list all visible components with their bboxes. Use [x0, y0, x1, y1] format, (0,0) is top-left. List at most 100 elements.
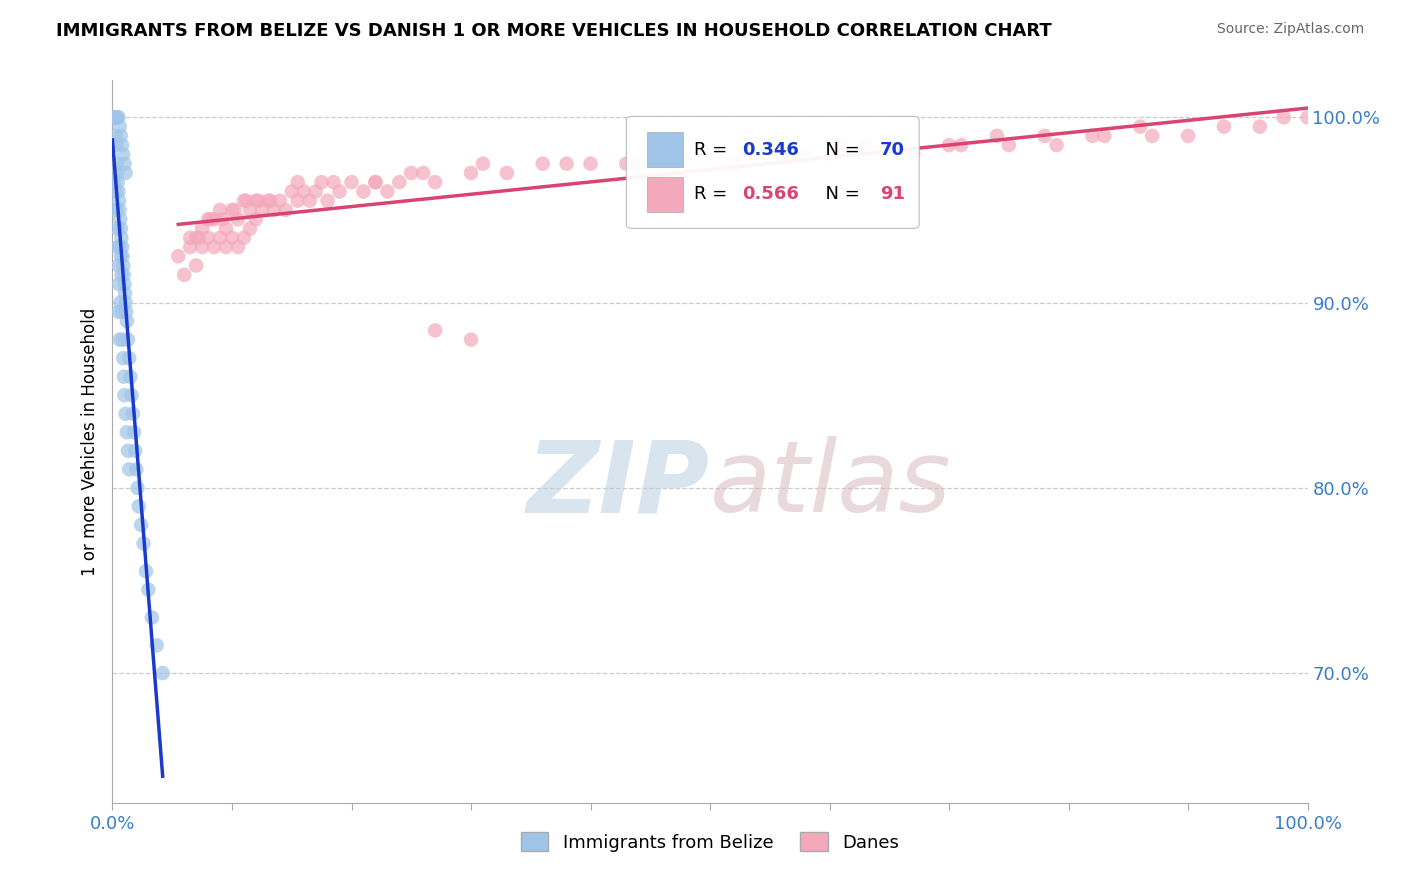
Point	[412, 166, 434, 180]
Point	[110, 295, 132, 310]
Point	[105, 166, 128, 180]
Point	[460, 333, 482, 347]
Point	[128, 500, 150, 514]
Point	[200, 212, 222, 227]
Point	[259, 194, 281, 208]
Point	[1094, 128, 1116, 143]
Point	[879, 138, 901, 153]
Point	[115, 425, 138, 440]
Point	[173, 268, 195, 282]
Point	[818, 147, 841, 161]
Point	[132, 536, 155, 550]
Point	[235, 194, 257, 208]
Point	[179, 231, 201, 245]
Point	[1177, 128, 1199, 143]
Point	[110, 231, 132, 245]
Point	[239, 202, 262, 217]
Point	[245, 212, 267, 227]
Point	[145, 638, 167, 652]
Point	[472, 156, 495, 170]
Point	[770, 147, 793, 161]
Point	[247, 194, 270, 208]
Point	[103, 175, 125, 189]
Point	[167, 249, 190, 263]
Point	[364, 175, 387, 189]
Point	[111, 249, 134, 263]
Point	[221, 231, 243, 245]
Point	[215, 240, 238, 254]
Point	[104, 128, 127, 143]
Point	[401, 166, 423, 180]
Point	[425, 175, 447, 189]
Point	[998, 138, 1021, 153]
Point	[107, 185, 129, 199]
Point	[135, 564, 157, 578]
Point	[579, 156, 602, 170]
Point	[108, 194, 131, 208]
Point	[111, 138, 134, 153]
Point	[111, 305, 134, 319]
Point	[287, 194, 309, 208]
Point	[179, 240, 201, 254]
Text: atlas: atlas	[710, 436, 952, 533]
Point	[105, 221, 128, 235]
Point	[112, 268, 135, 282]
Point	[202, 212, 225, 227]
Point	[627, 156, 650, 170]
Text: R =: R =	[695, 186, 734, 203]
Point	[191, 221, 214, 235]
Point	[112, 351, 135, 366]
Point	[855, 138, 877, 153]
Point	[105, 156, 128, 170]
Point	[114, 286, 136, 301]
Point	[129, 517, 152, 532]
Point	[1129, 120, 1152, 134]
Point	[425, 323, 447, 337]
Point	[364, 175, 387, 189]
Point	[329, 185, 352, 199]
Point	[186, 259, 208, 273]
Point	[127, 481, 149, 495]
Point	[340, 175, 363, 189]
Point	[108, 240, 131, 254]
Point	[111, 333, 134, 347]
FancyBboxPatch shape	[647, 132, 682, 167]
Point	[115, 314, 138, 328]
Point	[616, 156, 638, 170]
Point	[1142, 128, 1164, 143]
Point	[121, 407, 143, 421]
Point	[263, 202, 285, 217]
Point	[107, 111, 129, 125]
Point	[239, 221, 262, 235]
Point	[233, 231, 256, 245]
Point	[651, 147, 673, 161]
Legend: Immigrants from Belize, Danes: Immigrants from Belize, Danes	[515, 825, 905, 859]
Text: N =: N =	[814, 141, 866, 159]
Point	[938, 138, 960, 153]
Point	[110, 221, 132, 235]
Text: 0.346: 0.346	[742, 141, 799, 159]
Point	[281, 185, 304, 199]
Point	[1249, 120, 1271, 134]
Point	[269, 194, 291, 208]
Point	[117, 443, 139, 458]
Point	[197, 231, 219, 245]
Point	[107, 175, 129, 189]
Point	[298, 194, 321, 208]
Text: 70: 70	[880, 141, 904, 159]
Point	[986, 128, 1008, 143]
Point	[316, 194, 339, 208]
Text: 0.566: 0.566	[742, 186, 799, 203]
Point	[723, 156, 745, 170]
Point	[114, 277, 135, 291]
Point	[107, 305, 129, 319]
Point	[221, 202, 243, 217]
Point	[950, 138, 973, 153]
Point	[104, 111, 127, 125]
Point	[141, 610, 163, 624]
Point	[105, 111, 128, 125]
Point	[388, 175, 411, 189]
Point	[110, 249, 132, 263]
Point	[112, 369, 135, 384]
Point	[105, 202, 128, 217]
